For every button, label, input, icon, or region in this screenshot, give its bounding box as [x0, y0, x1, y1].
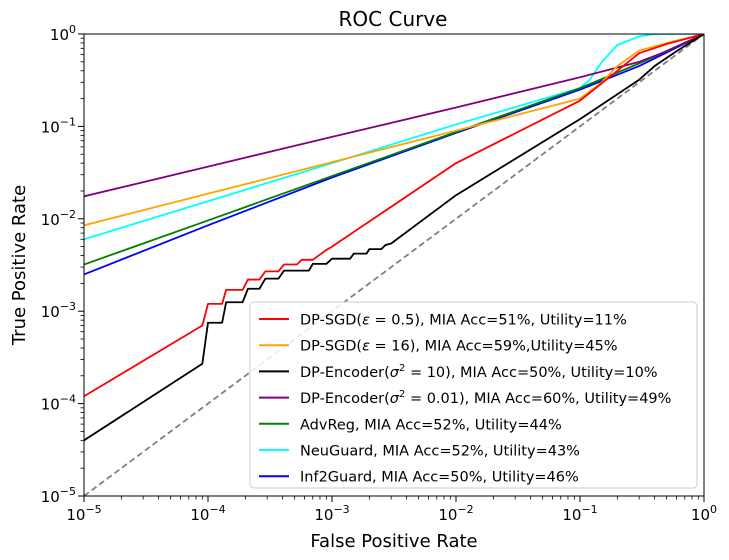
- y-tick-label: 10−5: [41, 485, 76, 506]
- x-tick-label: 10−1: [562, 503, 597, 524]
- plot-frame: [83, 33, 705, 497]
- series-line-3: [84, 34, 704, 198]
- x-axis-label: False Positive Rate: [310, 531, 477, 552]
- series-line-5: [84, 34, 704, 241]
- legend-label: DP-SGD(ε = 16), MIA Acc=59%,Utility=45%: [300, 339, 618, 355]
- x-tick-label: 10−4: [190, 503, 225, 524]
- series-layer: [84, 34, 704, 496]
- legend-label: DP-Encoder(σ2 = 10), MIA Acc=50%, Utilit…: [300, 363, 658, 381]
- y-tick-label: 10−2: [41, 208, 76, 229]
- x-tick-label: 100: [691, 503, 717, 524]
- x-tick-label: 10−2: [438, 503, 473, 524]
- legend-label: DP-SGD(ε = 0.5), MIA Acc=51%, Utility=11…: [300, 313, 627, 329]
- x-tick-label: 10−3: [314, 503, 349, 524]
- legend-label: Inf2Guard, MIA Acc=50%, Utility=46%: [300, 470, 579, 486]
- series-line-0: [84, 34, 704, 398]
- legend-box: [249, 301, 698, 489]
- chart-title: ROC Curve: [339, 7, 448, 31]
- series-line-4: [84, 34, 704, 266]
- y-tick-label: 100: [50, 23, 76, 44]
- legend-label: NeuGuard, MIA Acc=52%, Utility=43%: [300, 444, 580, 460]
- y-tick-label: 10−3: [41, 300, 76, 321]
- x-axis: 10−5 10−4 10−3 10−2 10−1 100: [66, 496, 717, 524]
- y-tick-label: 10−4: [41, 393, 76, 414]
- y-axis-label: True Positive Rate: [9, 185, 30, 346]
- series-line-2: [84, 34, 704, 442]
- x-tick-label: 10−5: [66, 503, 101, 524]
- legend-label: DP-Encoder(σ2 = 0.01), MIA Acc=60%, Util…: [300, 389, 671, 407]
- series-line-1: [84, 34, 704, 227]
- random-baseline-line: [84, 34, 704, 496]
- legend: DP-SGD(ε = 0.5), MIA Acc=51%, Utility=11…: [249, 301, 698, 489]
- legend-label: AdvReg, MIA Acc=52%, Utility=44%: [300, 417, 562, 433]
- y-axis: 10−5 10−4 10−3 10−2 10−1 100: [41, 23, 84, 506]
- y-tick-label: 10−1: [41, 115, 76, 136]
